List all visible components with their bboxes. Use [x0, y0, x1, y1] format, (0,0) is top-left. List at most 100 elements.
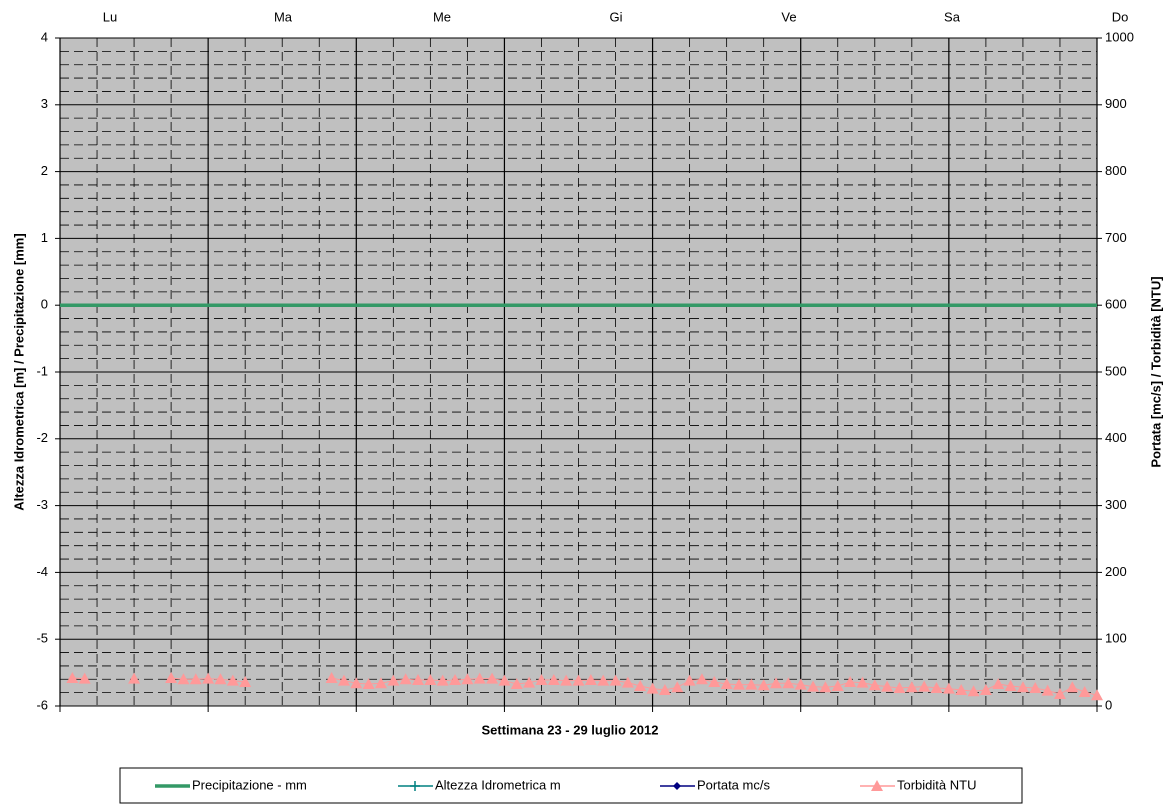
- marker: [498, 674, 511, 686]
- marker: [856, 676, 869, 688]
- marker: [412, 673, 425, 685]
- marker: [1041, 684, 1054, 696]
- marker: [560, 674, 573, 686]
- marker: [436, 674, 449, 686]
- marker: [535, 673, 548, 685]
- marker: [239, 675, 252, 687]
- legend-label: Portata mc/s: [697, 777, 770, 792]
- marker: [461, 673, 474, 685]
- marker: [350, 677, 363, 689]
- legend-marker: [410, 781, 420, 791]
- marker: [782, 677, 795, 689]
- y2-tick-label: 900: [1105, 96, 1127, 111]
- day-label: Ve: [781, 9, 796, 24]
- marker: [214, 673, 227, 685]
- marker: [979, 683, 992, 695]
- day-label: Me: [433, 9, 451, 24]
- marker: [325, 671, 338, 683]
- legend-label: Torbidità NTU: [897, 777, 976, 792]
- y-axis-label: Altezza Idrometrica [m] / Precipitazione…: [11, 233, 26, 510]
- marker: [128, 672, 141, 684]
- day-label: Lu: [103, 9, 117, 24]
- legend-label: Altezza Idrometrica m: [435, 777, 561, 792]
- marker: [720, 677, 733, 689]
- marker: [930, 681, 943, 693]
- marker: [967, 685, 980, 697]
- marker: [609, 674, 622, 686]
- marker: [955, 683, 968, 695]
- y2-axis-label: Portata [mc/s] / Torbidità [NTU]: [1148, 276, 1163, 467]
- y-tick-label: -6: [36, 697, 48, 712]
- marker: [1016, 681, 1029, 693]
- marker: [473, 672, 486, 684]
- y-tick-label: 4: [41, 29, 48, 44]
- marker: [770, 677, 783, 689]
- y-tick-label: 0: [41, 297, 48, 312]
- y2-tick-label: 1000: [1105, 29, 1134, 44]
- y2-tick-label: 0: [1105, 697, 1112, 712]
- y2-tick-label: 700: [1105, 230, 1127, 245]
- marker: [794, 678, 807, 690]
- marker: [831, 679, 844, 691]
- day-label: Do: [1112, 9, 1129, 24]
- marker: [1091, 689, 1103, 701]
- legend-marker: [871, 780, 883, 791]
- y2-tick-label: 300: [1105, 497, 1127, 512]
- marker: [66, 671, 79, 683]
- marker: [597, 674, 610, 686]
- day-label: Ma: [274, 9, 293, 24]
- marker: [486, 672, 499, 684]
- marker: [905, 681, 918, 693]
- y2-tick-label: 400: [1105, 430, 1127, 445]
- y-tick-label: 1: [41, 230, 48, 245]
- marker: [819, 681, 832, 693]
- marker: [572, 674, 585, 686]
- marker: [942, 682, 955, 694]
- legend-marker: [673, 782, 681, 790]
- marker: [992, 677, 1005, 689]
- y2-tick-label: 800: [1105, 163, 1127, 178]
- marker: [374, 677, 387, 689]
- marker: [165, 671, 178, 683]
- marker: [757, 679, 770, 691]
- marker: [695, 673, 708, 685]
- marker: [547, 673, 560, 685]
- marker: [1004, 679, 1017, 691]
- y-tick-label: -4: [36, 564, 48, 579]
- marker: [177, 673, 190, 685]
- marker: [844, 675, 857, 687]
- marker: [1029, 681, 1042, 693]
- marker: [226, 674, 239, 686]
- marker: [621, 676, 634, 688]
- marker: [658, 683, 671, 695]
- y-tick-label: 3: [41, 96, 48, 111]
- marker: [424, 673, 437, 685]
- y2-tick-label: 600: [1105, 297, 1127, 312]
- marker: [584, 673, 597, 685]
- marker: [671, 681, 684, 693]
- marker: [78, 672, 91, 684]
- marker: [189, 673, 202, 685]
- marker: [510, 677, 523, 689]
- y2-tick-label: 100: [1105, 631, 1127, 646]
- marker: [807, 680, 820, 692]
- legend-label: Precipitazione - mm: [192, 777, 307, 792]
- marker: [893, 681, 906, 693]
- marker: [868, 679, 881, 691]
- marker: [399, 673, 412, 685]
- marker: [745, 678, 758, 690]
- marker: [362, 677, 375, 689]
- y-tick-label: 2: [41, 163, 48, 178]
- marker: [523, 676, 536, 688]
- marker: [1066, 681, 1079, 693]
- marker: [918, 680, 931, 692]
- marker: [881, 680, 894, 692]
- x-axis-label: Settimana 23 - 29 luglio 2012: [481, 722, 658, 737]
- marker: [683, 674, 696, 686]
- day-label: Sa: [944, 9, 961, 24]
- marker: [337, 674, 350, 686]
- marker: [646, 682, 659, 694]
- marker: [1078, 685, 1091, 697]
- y-tick-label: -5: [36, 631, 48, 646]
